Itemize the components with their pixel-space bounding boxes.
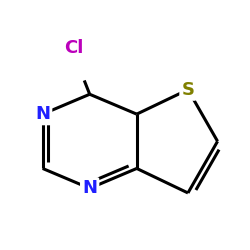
- Text: S: S: [182, 81, 194, 99]
- Text: N: N: [82, 179, 97, 197]
- Text: N: N: [35, 105, 50, 123]
- Text: Cl: Cl: [64, 39, 83, 57]
